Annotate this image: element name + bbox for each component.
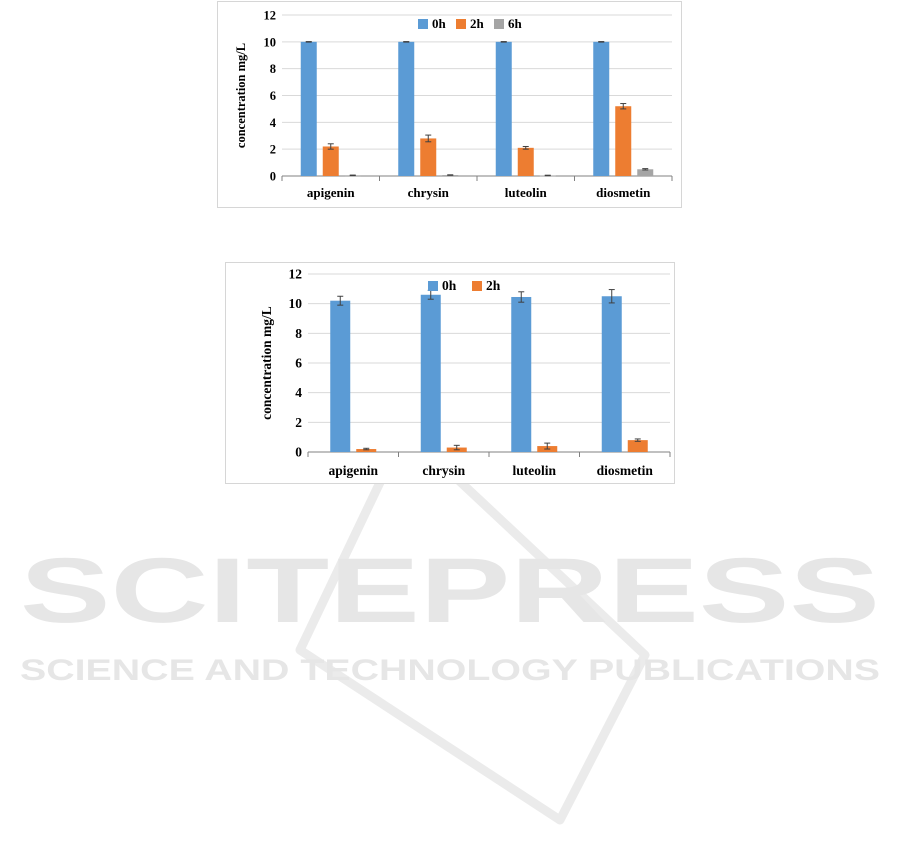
- y-tick-label: 4: [295, 385, 302, 400]
- error-bar: [363, 447, 370, 451]
- watermark-emblem-icon: [295, 425, 650, 825]
- legend-swatch-0h: [418, 19, 428, 29]
- error-bar: [522, 145, 529, 150]
- category-label: chrysin: [408, 185, 450, 200]
- legend-label-6h: 6h: [508, 16, 523, 31]
- y-tick-label: 0: [295, 445, 302, 460]
- y-tick-label: 8: [295, 326, 302, 341]
- bar-2h-luteolin: [517, 147, 534, 176]
- category-label: luteolin: [505, 185, 548, 200]
- legend-swatch-2h: [456, 19, 466, 29]
- chart-frame-2: 0 2 4 6 8 10 12 apigenin chrysin luteolin diosmeti…: [225, 262, 675, 484]
- error-bar: [608, 289, 615, 304]
- bar-2h-apigenin: [322, 146, 339, 176]
- legend: 0h 2h 6h: [418, 16, 523, 31]
- error-bar: [327, 143, 334, 150]
- error-bar: [518, 291, 525, 303]
- y-axis-label: concentration mg/L: [259, 306, 274, 420]
- bar-0h-chrysin: [398, 41, 415, 177]
- error-bar: [453, 444, 460, 451]
- category-label: diosmetin: [597, 463, 654, 478]
- legend-swatch-2h: [472, 281, 482, 291]
- legend-label-2h: 2h: [470, 16, 485, 31]
- y-tick-label: 10: [289, 296, 303, 311]
- y-tick-label: 2: [295, 415, 302, 430]
- legend-swatch-0h: [428, 281, 438, 291]
- y-tick-label: 6: [295, 356, 302, 371]
- y-tick-label: 0: [270, 170, 276, 184]
- category-label: chrysin: [422, 463, 465, 478]
- y-tick-label: 4: [270, 116, 277, 130]
- y-tick-label: 12: [264, 9, 277, 23]
- error-bar: [447, 174, 454, 176]
- bar-2h-diosmetin: [615, 106, 632, 176]
- category-label: luteolin: [512, 463, 556, 478]
- category-label: diosmetin: [596, 185, 651, 200]
- error-bar: [403, 41, 410, 43]
- error-bar: [544, 174, 551, 177]
- error-bar: [544, 442, 551, 450]
- watermark-title: SCITEPRESS: [20, 540, 880, 642]
- error-bar: [337, 295, 344, 306]
- error-bar: [598, 41, 605, 43]
- error-bar: [349, 174, 356, 177]
- bar-chart-2: 0 2 4 6 8 10 12 apigenin chrysin luteolin diosmeti…: [259, 267, 671, 478]
- bar-2h-chrysin: [420, 138, 437, 176]
- bar-chart-1: 0 2 4 6 8 10 12 apigenin chrysin luteolin diosmeti…: [234, 9, 673, 200]
- error-bar: [620, 103, 627, 110]
- bar-0h-luteolin: [495, 41, 512, 177]
- bar-0h-diosmetin: [593, 41, 610, 177]
- error-bar: [305, 41, 312, 43]
- y-tick-label: 2: [270, 143, 276, 157]
- bar-0h-diosmetin: [601, 296, 622, 452]
- legend-label-0h: 0h: [442, 278, 457, 293]
- legend-swatch-6h: [494, 19, 504, 29]
- error-bar: [425, 134, 432, 143]
- bar-2h-apigenin: [356, 449, 377, 452]
- legend: 0h 2h: [428, 278, 501, 293]
- y-tick-label: 10: [264, 35, 277, 49]
- y-tick-label: 6: [270, 89, 276, 103]
- error-bar: [500, 41, 507, 43]
- y-axis-label: concentration mg/L: [234, 43, 248, 148]
- y-tick-label: 8: [270, 62, 276, 76]
- bar-0h-apigenin: [300, 41, 317, 177]
- watermark-subtitle: SCIENCE AND TECHNOLOGY PUBLICATIONS: [20, 654, 880, 687]
- bar-6h-diosmetin: [637, 169, 654, 176]
- category-label: apigenin: [307, 185, 355, 200]
- error-bar: [642, 168, 649, 171]
- y-tick-label: 12: [289, 267, 303, 282]
- bar-0h-chrysin: [420, 294, 441, 452]
- category-label: apigenin: [328, 463, 378, 478]
- bar-0h-luteolin: [511, 296, 532, 452]
- chart-frame-1: 0 2 4 6 8 10 12 apigenin chrysin luteolin diosmeti…: [217, 1, 682, 208]
- legend-label-0h: 0h: [432, 16, 447, 31]
- legend-label-2h: 2h: [486, 278, 501, 293]
- bar-0h-apigenin: [330, 300, 351, 452]
- error-bar: [634, 438, 641, 442]
- bar-2h-diosmetin: [627, 440, 648, 452]
